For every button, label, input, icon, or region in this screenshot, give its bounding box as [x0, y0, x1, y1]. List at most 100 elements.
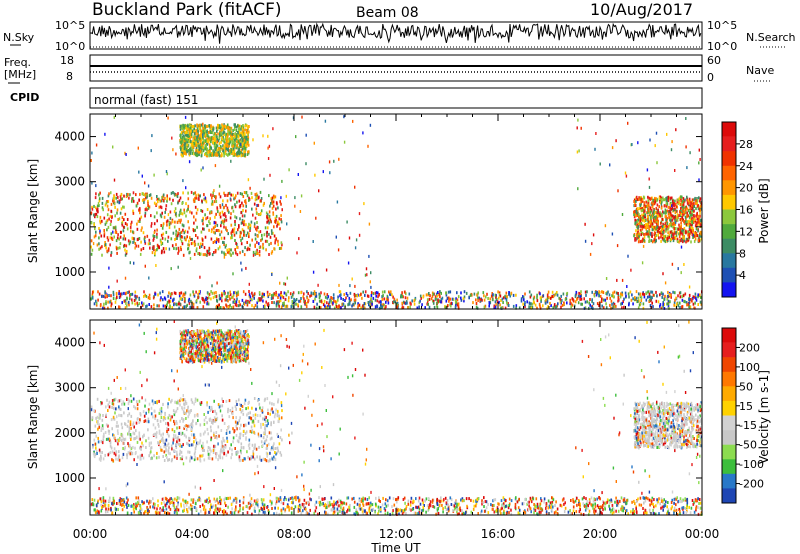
- power-cell: [644, 213, 647, 217]
- power-cell: [268, 243, 270, 247]
- power-cell: [332, 293, 335, 297]
- power-cell: [280, 246, 283, 250]
- velocity-cell: [102, 414, 104, 417]
- power-cell: [195, 196, 198, 200]
- power-cell: [574, 300, 577, 304]
- velocity-cell: [122, 437, 124, 441]
- power-cell: [315, 216, 317, 220]
- power-cell: [265, 248, 267, 252]
- velocity-cell: [257, 419, 260, 423]
- power-cell: [689, 200, 691, 204]
- power-cell: [688, 235, 691, 239]
- power-cell: [170, 221, 172, 225]
- power-ytick-label: 3000: [54, 175, 85, 189]
- power-cell: [646, 215, 649, 219]
- velocity-cell: [151, 399, 154, 403]
- power-cell: [654, 200, 657, 204]
- power-cell: [161, 226, 164, 230]
- power-cell: [106, 213, 109, 217]
- power-cell: [117, 218, 119, 221]
- power-cell: [220, 224, 222, 228]
- power-cell: [223, 219, 226, 223]
- power-cell: [145, 305, 147, 309]
- velocity-cell: [183, 398, 186, 402]
- power-cell: [210, 202, 213, 206]
- power-cell: [125, 291, 128, 295]
- power-cell: [501, 297, 504, 301]
- power-cell: [575, 290, 578, 294]
- power-cell: [118, 305, 121, 309]
- power-cell: [98, 227, 100, 230]
- power-cell: [675, 203, 677, 206]
- power-cell: [551, 294, 554, 298]
- power-cell: [449, 303, 451, 307]
- power-cell: [381, 305, 383, 309]
- power-cell: [143, 198, 146, 201]
- power-cell: [165, 207, 167, 211]
- velocity-cell: [119, 437, 122, 441]
- power-cell: [651, 201, 653, 205]
- velocity-cell: [173, 419, 175, 423]
- power-cell: [524, 292, 526, 296]
- power-cell: [135, 193, 137, 197]
- power-cell: [666, 302, 668, 306]
- power-cell: [275, 293, 278, 297]
- velocity-cell: [264, 432, 266, 436]
- power-cell: [114, 300, 117, 304]
- power-cell: [242, 204, 245, 208]
- power-cell: [666, 132, 668, 136]
- power-cell: [262, 305, 265, 309]
- power-cell: [215, 295, 218, 299]
- power-cell: [279, 200, 281, 204]
- power-cell: [647, 203, 650, 207]
- power-cell: [657, 300, 660, 304]
- power-cell: [184, 291, 187, 295]
- power-cell: [188, 299, 190, 303]
- power-cell: [638, 232, 640, 236]
- power-cell: [284, 304, 287, 308]
- power-cell: [681, 240, 684, 244]
- power-cell: [232, 129, 234, 133]
- power-cell: [425, 293, 428, 297]
- power-cell: [659, 303, 662, 307]
- power-cell: [175, 247, 178, 251]
- velocity-cell: [120, 414, 123, 418]
- power-cell: [134, 290, 137, 294]
- power-cell: [196, 124, 199, 128]
- power-cell: [622, 300, 624, 304]
- power-cell: [210, 290, 212, 294]
- power-cell: [627, 254, 629, 258]
- power-cell: [658, 236, 660, 240]
- power-cell: [256, 305, 259, 309]
- power-cell: [266, 216, 268, 220]
- power-cell: [223, 124, 226, 128]
- power-cell: [124, 237, 127, 241]
- velocity-cell: [111, 427, 113, 431]
- power-cell: [647, 209, 650, 213]
- power-cell: [230, 223, 233, 227]
- power-cell: [182, 292, 185, 296]
- power-cell: [187, 243, 189, 247]
- power-cell: [644, 225, 647, 229]
- power-cell: [570, 302, 573, 306]
- power-cell: [682, 206, 684, 210]
- velocity-cell: [147, 436, 150, 440]
- power-cell: [235, 251, 237, 255]
- power-cell: [636, 223, 639, 227]
- power-cell: [636, 198, 639, 202]
- power-cell: [254, 198, 257, 202]
- power-cell: [91, 151, 93, 155]
- power-cell: [141, 226, 143, 230]
- velocity-cell: [105, 423, 108, 427]
- power-cell: [126, 304, 128, 308]
- beam-title: Beam 08: [356, 5, 419, 21]
- power-cell: [661, 225, 664, 229]
- power-cell: [404, 301, 407, 305]
- power-cell: [675, 219, 677, 223]
- power-cell: [261, 233, 263, 237]
- power-cell: [225, 147, 227, 151]
- velocity-cell: [230, 456, 232, 460]
- power-cell: [672, 202, 674, 206]
- power-cell: [115, 196, 117, 200]
- power-cell: [214, 142, 216, 145]
